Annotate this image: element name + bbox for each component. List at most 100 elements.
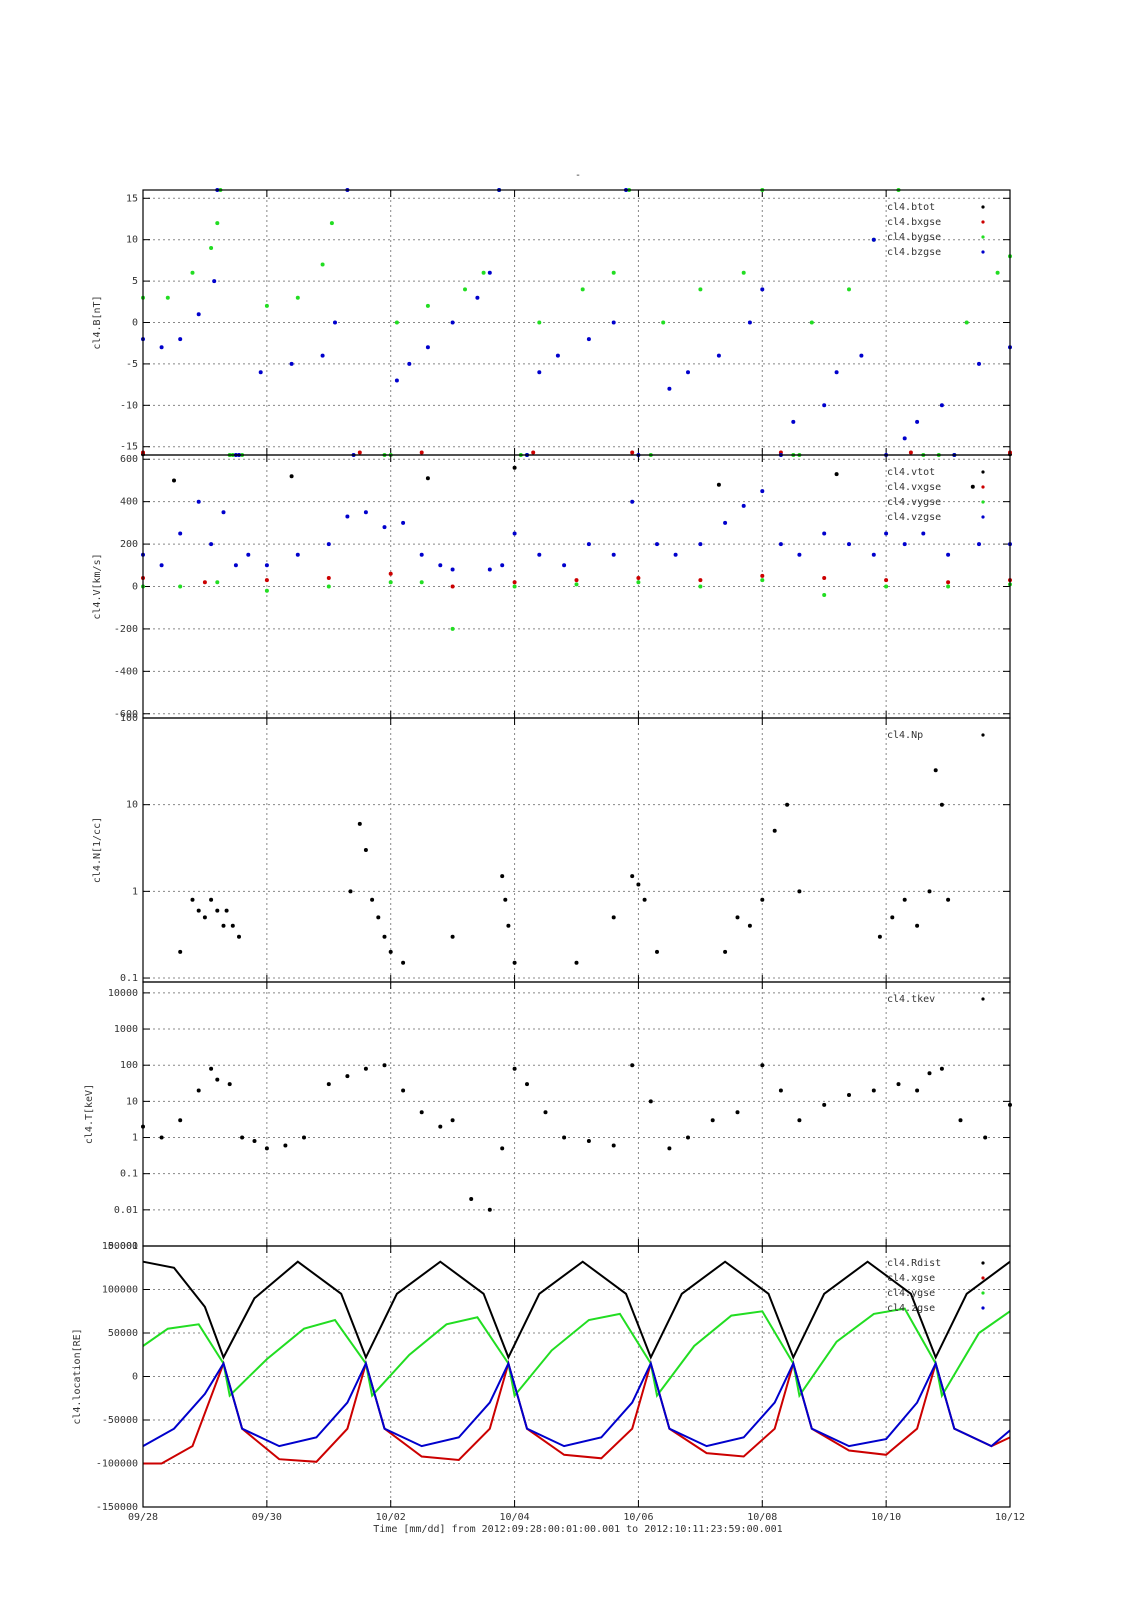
data-point — [450, 320, 455, 325]
data-point — [209, 1066, 214, 1071]
data-point — [345, 514, 350, 519]
data-point — [178, 1118, 183, 1123]
legend-swatch — [981, 205, 985, 209]
data-point — [425, 303, 430, 308]
data-point — [500, 874, 505, 879]
data-point — [196, 499, 201, 504]
data-point — [326, 1082, 331, 1087]
data-point — [196, 908, 201, 913]
legend-label: cl4.Rdist — [887, 1258, 941, 1269]
data-point — [159, 345, 164, 350]
data-point — [586, 337, 591, 342]
legend-swatch — [981, 235, 985, 239]
data-point — [357, 450, 362, 455]
data-point — [884, 584, 889, 589]
data-point — [562, 563, 567, 568]
data-point — [401, 520, 406, 525]
y-tick-label: 50000 — [108, 1328, 138, 1339]
data-point — [512, 531, 517, 536]
y-axis-label: cl4.N[1/cc] — [92, 817, 103, 883]
data-point — [642, 897, 647, 902]
y-tick-label: 10 — [126, 1096, 138, 1107]
data-point — [586, 1139, 591, 1143]
series-line-cl4-zgse — [142, 1360, 1011, 1448]
data-point — [450, 626, 455, 631]
y-tick-label: 0.001 — [108, 1241, 138, 1252]
data-point — [915, 419, 920, 424]
data-point — [921, 531, 926, 536]
data-point — [178, 584, 183, 589]
data-point — [716, 353, 721, 358]
data-point — [450, 584, 455, 589]
data-point — [822, 1102, 827, 1107]
data-point — [958, 1118, 963, 1123]
data-point — [463, 287, 467, 292]
y-tick-label: -200 — [114, 624, 138, 635]
data-point — [939, 802, 944, 807]
data-point — [834, 472, 839, 477]
data-point — [723, 949, 728, 954]
legend-label: cl4.vygse — [887, 497, 941, 508]
legend-swatch — [981, 515, 985, 519]
panel-5: -150000 -100000 -50000 0 50000 100000 150000 09… — [72, 1241, 1025, 1523]
data-point — [209, 542, 214, 547]
data-point — [760, 573, 765, 578]
data-point — [760, 578, 765, 583]
data-point — [221, 510, 226, 515]
x-tick-label: 10/02 — [376, 1512, 406, 1523]
data-point — [230, 923, 235, 928]
data-point — [760, 489, 765, 494]
data-point — [469, 1197, 474, 1201]
legend-label: cl4.Np — [887, 730, 923, 741]
panel-frame — [142, 981, 1011, 1247]
data-point — [357, 821, 362, 826]
data-point — [425, 345, 430, 350]
panel-1: -15 -10 -5 0 5 10 15 cl4.B[nT] cl4.btot cl4.bxgse… — [92, 188, 1012, 457]
data-point — [586, 542, 591, 547]
data-point — [345, 1074, 350, 1079]
data-point — [289, 361, 294, 366]
x-tick-label: 09/30 — [252, 1512, 282, 1523]
y-axis-label: cl4.location[RE] — [72, 1328, 83, 1424]
x-tick-label: 10/04 — [500, 1512, 530, 1523]
data-point — [264, 588, 269, 593]
legend-swatch — [981, 470, 985, 474]
data-point — [630, 450, 635, 455]
y-tick-label: 0.1 — [120, 1169, 138, 1180]
data-point — [778, 1088, 783, 1093]
data-point — [209, 897, 214, 902]
data-point — [667, 1146, 672, 1151]
y-axis-label: cl4.V[km/s] — [92, 553, 103, 619]
data-point — [512, 465, 517, 470]
data-point — [172, 478, 176, 483]
top-mark: - — [575, 170, 581, 181]
legend-swatch — [981, 997, 985, 1001]
y-tick-label: 400 — [120, 497, 138, 508]
data-point — [902, 897, 907, 902]
y-tick-label: -15 — [120, 442, 138, 453]
data-point — [202, 915, 207, 920]
data-point — [611, 320, 616, 325]
data-point — [401, 1088, 406, 1093]
data-point — [333, 320, 337, 325]
data-point — [512, 580, 517, 585]
data-point — [847, 287, 851, 292]
x-tick-label: 10/08 — [747, 1512, 777, 1523]
data-point — [871, 552, 876, 557]
data-point — [500, 1146, 505, 1151]
data-point — [302, 1135, 306, 1140]
y-tick-label: 5 — [132, 276, 138, 287]
data-point — [295, 552, 300, 557]
data-point — [636, 580, 641, 585]
data-point — [822, 593, 827, 597]
y-tick-label: 1 — [132, 1133, 138, 1144]
data-point — [884, 578, 889, 583]
legend-label: cl4.tkev — [887, 994, 935, 1005]
legend-swatch — [981, 1261, 985, 1265]
data-point — [939, 403, 944, 408]
data-point — [283, 1143, 288, 1148]
data-point — [667, 386, 672, 391]
x-tick-label: 10/12 — [995, 1512, 1025, 1523]
y-tick-label: 0 — [132, 582, 138, 593]
